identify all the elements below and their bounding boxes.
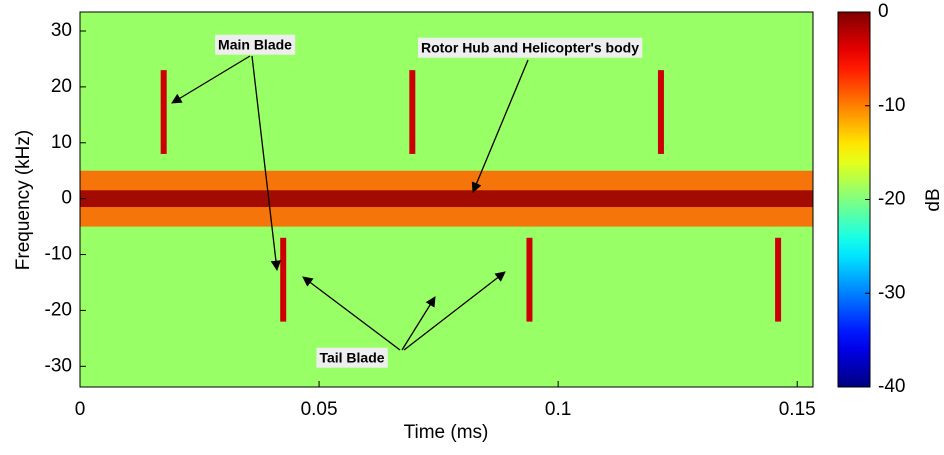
y-tick-label: 0 xyxy=(61,188,72,209)
flash xyxy=(160,70,167,154)
annotation-text: Tail Blade xyxy=(319,350,384,366)
y-tick-label: 10 xyxy=(51,132,72,153)
annotation-text: Main Blade xyxy=(218,37,292,53)
arrows xyxy=(171,55,529,351)
flash xyxy=(409,70,416,154)
x-tick-label: 0 xyxy=(75,399,86,420)
annotation: Main Blade xyxy=(215,34,296,55)
annotation-text: Rotor Hub and Helicopter's body xyxy=(421,40,639,56)
y-axis-label: Frequency (kHz) xyxy=(13,130,34,270)
colorbar-tick-label: -10 xyxy=(878,95,905,116)
colorbar-tick-label: 0 xyxy=(878,1,889,22)
annotation-box xyxy=(417,37,643,58)
colorbar-tick-label: -30 xyxy=(878,282,905,303)
y-tick-label: -20 xyxy=(45,299,72,320)
x-axis-label: Time (ms) xyxy=(404,422,489,443)
annotation: Rotor Hub and Helicopter's body xyxy=(417,37,643,58)
flash xyxy=(280,237,287,322)
annotation-box xyxy=(215,34,296,55)
plot-frame xyxy=(79,11,814,388)
flash xyxy=(657,70,664,154)
annotation: Tail Blade xyxy=(316,347,388,368)
x-tick-label: 0.1 xyxy=(545,399,571,420)
y-tick-label: 20 xyxy=(51,76,72,97)
y-tick-label: -10 xyxy=(45,244,72,265)
colorbar-tick-label: -20 xyxy=(878,189,905,210)
x-tick-label: 0.05 xyxy=(301,399,338,420)
y-tick-label: 30 xyxy=(51,20,72,41)
colorbar-label: dB xyxy=(923,188,944,211)
band xyxy=(80,190,813,208)
annotation-box xyxy=(316,347,388,368)
colorbar-tick-label: -40 xyxy=(878,376,905,397)
flash xyxy=(775,237,782,322)
flash xyxy=(526,237,533,322)
x-tick-label: 0.15 xyxy=(779,399,816,420)
y-tick-label: -30 xyxy=(45,355,72,376)
